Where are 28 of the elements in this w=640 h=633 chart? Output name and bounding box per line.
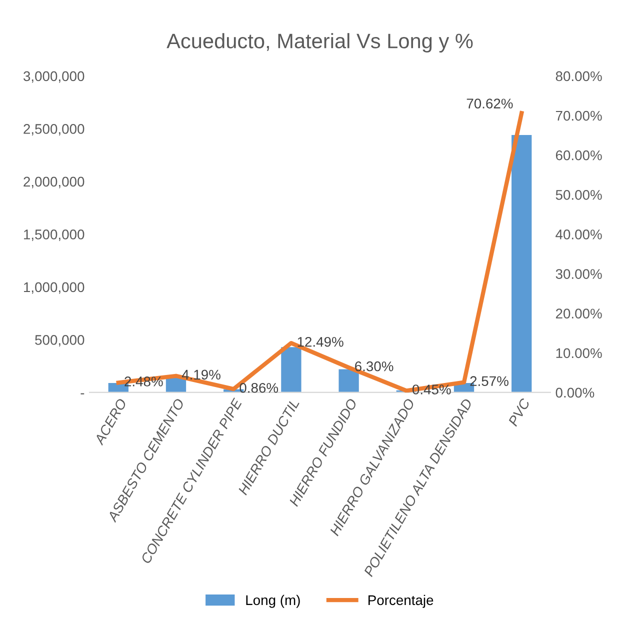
data-label: 70.62%: [466, 98, 513, 108]
y-tick-label: 2,500,000: [24, 124, 84, 136]
data-label: 6.30%: [355, 361, 394, 372]
data-label: 0.86%: [240, 382, 278, 393]
y-tick-label: 2,000,000: [24, 176, 84, 188]
y-tick-label: 500,000: [35, 335, 84, 347]
legend-label: Long (m): [246, 594, 300, 608]
y2-tick-label: 60.00%: [556, 150, 602, 160]
y2-tick-label: 80.00%: [556, 71, 602, 82]
legend-label: Porcentaje: [368, 594, 434, 608]
y-tick-label: 1,500,000: [24, 230, 84, 242]
line-series: [116, 110, 524, 392]
data-label: 2.57%: [470, 376, 508, 386]
y2-tick-label: 10.00%: [556, 348, 602, 358]
y2-tick-label: 40.00%: [556, 230, 602, 240]
bar: [512, 135, 532, 392]
y2-tick-label: 0.00%: [556, 388, 594, 398]
y2-tick-label: 20.00%: [556, 308, 602, 319]
bar: [281, 347, 302, 392]
chart-title: Acueducto, Material Vs Long y %: [166, 33, 473, 53]
data-label: 4.19%: [182, 370, 220, 380]
y2-tick-label: 70.00%: [556, 110, 602, 121]
y2-tick-label: 50.00%: [556, 190, 602, 200]
y2-tick-label: 30.00%: [556, 269, 602, 279]
y-tick-label: 3,000,000: [23, 71, 84, 83]
y-tick-label: -: [80, 393, 84, 394]
y-tick-label: 1,000,000: [24, 282, 84, 294]
data-label: 12.49%: [298, 336, 344, 347]
